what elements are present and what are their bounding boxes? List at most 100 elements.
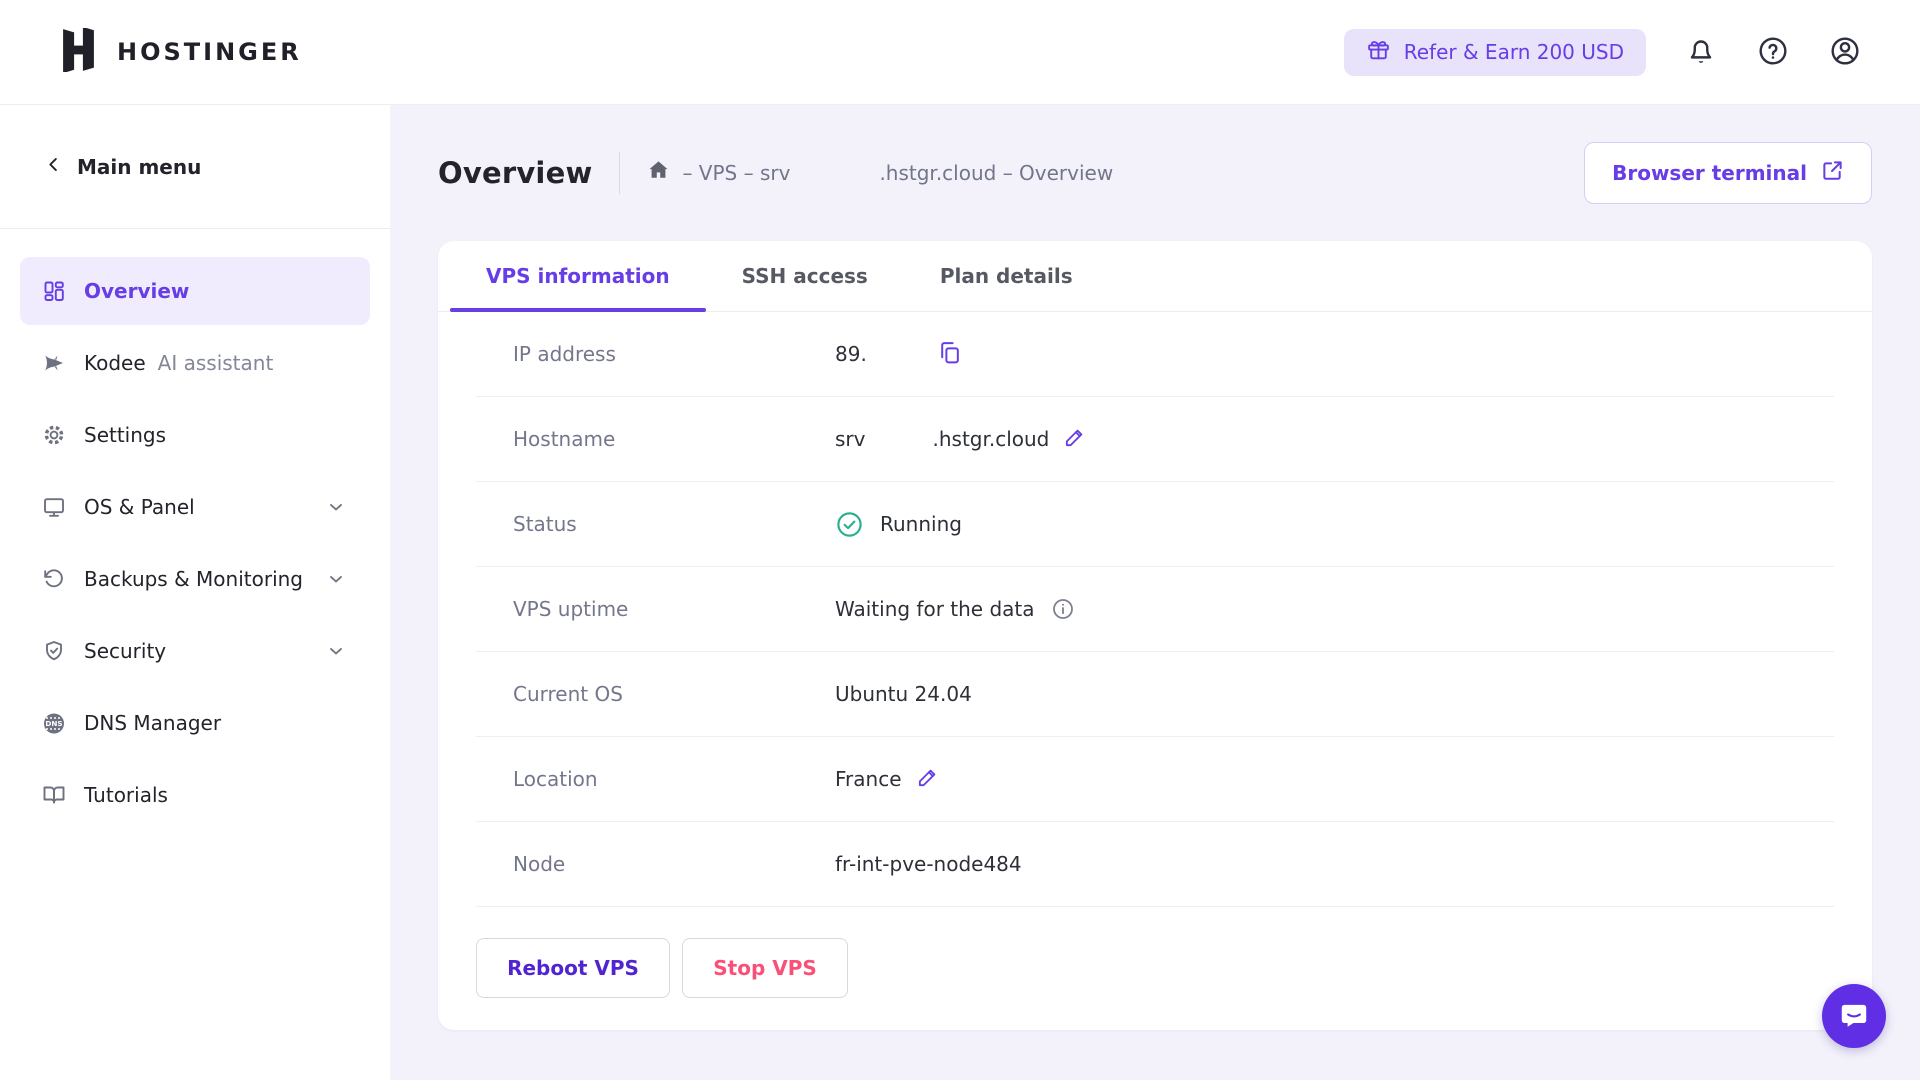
sidebar-item-dns-manager[interactable]: DNS DNS Manager bbox=[20, 689, 370, 757]
chevron-left-icon bbox=[44, 155, 63, 179]
row-hostname: Hostname srv .hstgr.cloud bbox=[476, 397, 1834, 482]
top-bar-actions: Refer & Earn 200 USD bbox=[1343, 28, 1862, 76]
ip-value: 89. bbox=[835, 342, 867, 366]
row-label: Status bbox=[513, 512, 577, 536]
main-content: Overview – VPS – srv .hstgr.cloud – Over… bbox=[390, 105, 1920, 1080]
node-value: fr-int-pve-node484 bbox=[835, 852, 1022, 876]
edit-hostname-button[interactable] bbox=[1063, 426, 1086, 452]
tab-label: VPS information bbox=[486, 264, 670, 288]
tab-label: Plan details bbox=[939, 264, 1073, 288]
row-label: Location bbox=[513, 767, 598, 791]
monitor-icon bbox=[42, 495, 66, 519]
tab-ssh-access[interactable]: SSH access bbox=[706, 241, 904, 311]
sidebar-divider bbox=[0, 228, 390, 229]
browser-terminal-label: Browser terminal bbox=[1612, 161, 1807, 185]
book-icon bbox=[42, 783, 66, 807]
stop-vps-button[interactable]: Stop VPS bbox=[682, 938, 848, 998]
sidebar-item-suffix: AI assistant bbox=[157, 351, 274, 375]
account-button[interactable] bbox=[1828, 34, 1862, 71]
brand-name: HOSTINGER bbox=[117, 38, 302, 66]
row-vps-uptime: VPS uptime Waiting for the data bbox=[476, 567, 1834, 652]
sidebar: Main menu Overview bbox=[0, 105, 390, 1080]
profile-icon bbox=[1828, 34, 1862, 71]
sidebar-nav: Overview Kodee AI assistant bbox=[0, 229, 390, 829]
breadcrumb: – VPS – srv .hstgr.cloud – Overview bbox=[647, 159, 1113, 187]
row-label: VPS uptime bbox=[513, 597, 629, 621]
chevron-down-icon bbox=[326, 641, 346, 661]
copy-ip-button[interactable] bbox=[937, 340, 962, 368]
tab-plan-details[interactable]: Plan details bbox=[904, 241, 1109, 311]
sidebar-item-security[interactable]: Security bbox=[20, 617, 370, 685]
dns-globe-icon: DNS bbox=[42, 711, 66, 735]
notifications-button[interactable] bbox=[1684, 34, 1718, 71]
gear-icon bbox=[42, 423, 66, 447]
main-menu-back[interactable]: Main menu bbox=[0, 105, 390, 228]
row-label: Node bbox=[513, 852, 566, 876]
main-menu-label: Main menu bbox=[77, 154, 202, 179]
row-current-os: Current OS Ubuntu 24.04 bbox=[476, 652, 1834, 737]
page-header: Overview – VPS – srv .hstgr.cloud – Over… bbox=[438, 105, 1872, 241]
live-chat-button[interactable] bbox=[1822, 984, 1886, 1048]
row-label: IP address bbox=[513, 342, 616, 366]
reboot-vps-button[interactable]: Reboot VPS bbox=[476, 938, 670, 998]
home-icon[interactable] bbox=[647, 159, 670, 187]
row-node: Node fr-int-pve-node484 bbox=[476, 822, 1834, 907]
refer-earn-label: Refer & Earn 200 USD bbox=[1403, 40, 1624, 64]
pencil-icon bbox=[1063, 426, 1086, 452]
help-icon bbox=[1756, 34, 1790, 71]
chevron-down-icon bbox=[326, 569, 346, 589]
row-location: Location France bbox=[476, 737, 1834, 822]
chat-bubble-icon bbox=[1837, 998, 1871, 1035]
page-title: Overview bbox=[438, 156, 593, 190]
sidebar-item-label: Backups & Monitoring bbox=[84, 567, 303, 591]
info-icon[interactable] bbox=[1051, 597, 1075, 621]
breadcrumb-part1: – VPS – srv bbox=[682, 161, 791, 185]
gift-icon bbox=[1366, 37, 1391, 67]
refer-earn-button[interactable]: Refer & Earn 200 USD bbox=[1343, 28, 1646, 76]
sidebar-item-label: Security bbox=[84, 639, 167, 663]
row-ip-address: IP address 89. bbox=[476, 312, 1834, 397]
tab-vps-information[interactable]: VPS information bbox=[450, 241, 706, 312]
external-link-icon bbox=[1821, 159, 1844, 187]
vps-info-table: IP address 89. bbox=[476, 312, 1834, 907]
header-divider bbox=[619, 152, 621, 194]
top-bar: HOSTINGER Refer & Earn 200 USD bbox=[0, 0, 1920, 105]
tab-bar: VPS information SSH access Plan details bbox=[438, 241, 1872, 312]
hostinger-logomark-icon bbox=[60, 26, 97, 76]
kodee-bird-icon bbox=[42, 351, 66, 375]
history-icon bbox=[42, 567, 66, 591]
sidebar-item-settings[interactable]: Settings bbox=[20, 401, 370, 469]
hostname-prefix: srv bbox=[835, 427, 866, 451]
hostname-suffix: .hstgr.cloud bbox=[932, 427, 1050, 451]
row-label: Hostname bbox=[513, 427, 616, 451]
help-button[interactable] bbox=[1756, 34, 1790, 71]
sidebar-item-label: Tutorials bbox=[84, 783, 168, 807]
pencil-icon bbox=[916, 766, 939, 792]
sidebar-item-tutorials[interactable]: Tutorials bbox=[20, 761, 370, 829]
sidebar-item-label: Settings bbox=[84, 423, 167, 447]
dashboard-icon bbox=[42, 279, 66, 303]
sidebar-item-os-panel[interactable]: OS & Panel bbox=[20, 473, 370, 541]
os-value: Ubuntu 24.04 bbox=[835, 682, 972, 706]
sidebar-item-kodee[interactable]: Kodee AI assistant bbox=[20, 329, 370, 397]
sidebar-item-label: OS & Panel bbox=[84, 495, 195, 519]
tab-label: SSH access bbox=[741, 264, 868, 288]
sidebar-item-backups-monitoring[interactable]: Backups & Monitoring bbox=[20, 545, 370, 613]
sidebar-item-overview[interactable]: Overview bbox=[20, 257, 370, 325]
edit-location-button[interactable] bbox=[916, 766, 939, 792]
check-circle-icon bbox=[835, 510, 864, 539]
location-value: France bbox=[835, 767, 902, 791]
sidebar-item-label: Overview bbox=[84, 279, 190, 303]
row-label: Current OS bbox=[513, 682, 623, 706]
bell-icon bbox=[1684, 34, 1718, 71]
row-status: Status Running bbox=[476, 482, 1834, 567]
copy-icon bbox=[937, 340, 962, 368]
shield-check-icon bbox=[42, 639, 66, 663]
sidebar-item-label: Kodee bbox=[84, 351, 146, 375]
uptime-value: Waiting for the data bbox=[835, 597, 1035, 621]
hostinger-logo[interactable]: HOSTINGER bbox=[60, 26, 302, 76]
browser-terminal-button[interactable]: Browser terminal bbox=[1584, 142, 1872, 204]
svg-text:DNS: DNS bbox=[45, 719, 62, 728]
vps-action-buttons: Reboot VPS Stop VPS bbox=[476, 938, 1872, 998]
